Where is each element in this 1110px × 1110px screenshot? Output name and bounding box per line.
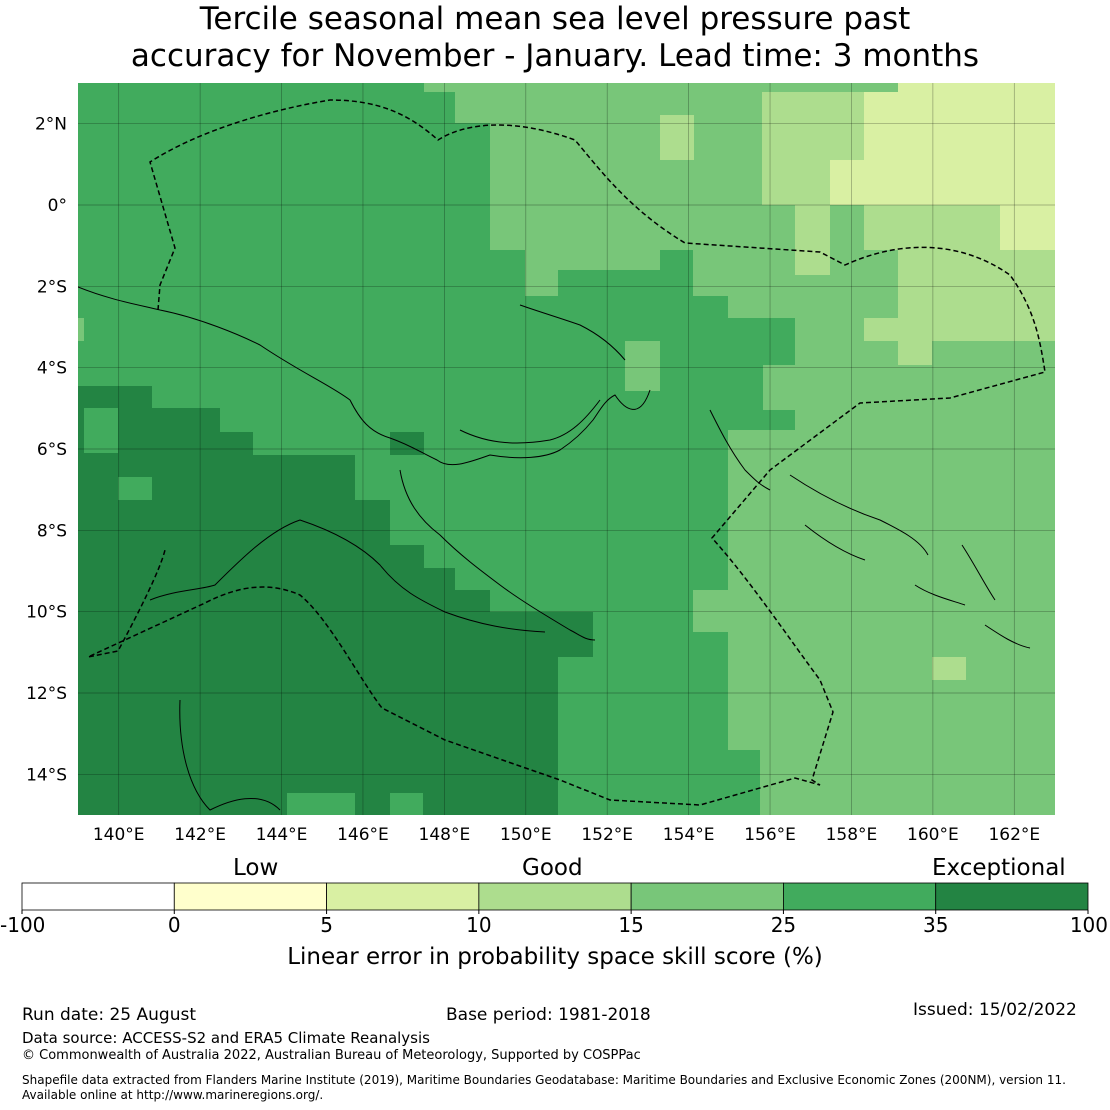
lon-tick-label: 150°E [500,825,552,845]
colorbar-segment [173,882,327,911]
colorbar-tick-label: 35 [923,913,948,937]
colorbar-tick-label: 25 [771,913,796,937]
shapefile-credit-1: Shapefile data extracted from Flanders M… [22,1073,1066,1087]
skill-zone-35-100 [78,386,593,815]
coastlines [78,286,1031,811]
title-line-2: accuracy for November - January. Lead ti… [130,38,980,74]
skill-zone-10-15-patch [932,657,966,680]
colorbar-segment [630,882,784,911]
png-coastline [78,286,651,466]
colorbar-tick-label: 100 [1070,913,1108,937]
lon-tick-label: 156°E [744,825,796,845]
longitude-ticks: 140°E 142°E 144°E 146°E 148°E 150°E 152°E 154°E… [93,825,1040,845]
lon-tick-label: 158°E [826,825,878,845]
skill-zone-5-10 [864,83,1055,250]
skill-zone-25-35-patch-d [390,793,423,815]
colorbar-tick-label: 10 [466,913,491,937]
base-period: Base period: 1981-2018 [446,1005,651,1025]
lon-tick-label: 146°E [337,825,389,845]
lon-tick-label: 160°E [907,825,959,845]
australia-coast [149,519,546,811]
latitude-ticks: 2°N 0° 2°S 4°S 6°S 8°S 10°S 12°S 14°S [26,115,67,786]
run-date: Run date: 25 August [22,1005,196,1025]
skill-zone-35-100-patch [390,432,424,455]
lon-tick-label: 142°E [174,825,226,845]
colorbar-segment [326,882,480,911]
shapefile-credit-2: Available online at http://www.marinereg… [22,1088,324,1102]
colorbar-category-exceptional: Exceptional [932,855,1066,881]
lat-tick-label: 2°N [35,115,67,135]
lat-tick-label: 0° [48,196,67,216]
lon-tick-label: 140°E [93,825,145,845]
lat-tick-label: 14°S [26,765,67,785]
skill-zone-25-35-patch-c [287,793,355,815]
solomons [789,474,1031,649]
colorbar-segment [478,882,632,911]
colorbar-category-low: Low [233,855,279,881]
eez-boundary [87,99,1046,806]
colorbar-segment [21,882,175,911]
new-britain [459,304,626,444]
lat-tick-label: 12°S [26,684,67,704]
data-source: Data source: ACCESS-S2 and ERA5 Climate … [22,1029,430,1047]
colorbar-tick-label: 5 [320,913,333,937]
lon-tick-label: 144°E [256,825,308,845]
skill-field [78,83,1055,815]
skill-zone-10-15-north [660,115,694,160]
colorbar-tick-label: 0 [168,913,181,937]
title-line-1: Tercile seasonal mean sea level pressure… [199,1,911,37]
lat-tick-label: 10°S [26,603,67,623]
png-south-coast [399,469,596,641]
skill-zone-25-35-patch-b [118,477,152,500]
copyright: © Commonwealth of Australia 2022, Austra… [22,1048,641,1063]
lat-tick-label: 2°S [37,277,67,297]
colorbar-label: Linear error in probability space skill … [287,944,823,970]
skill-zone-15-25 [424,83,1055,815]
lon-tick-label: 152°E [581,825,633,845]
lon-tick-label: 148°E [419,825,471,845]
colorbar-category-good: Good [522,855,583,881]
lon-tick-label: 162°E [988,825,1040,845]
lat-tick-label: 8°S [37,521,67,541]
colorbar-segment [935,882,1089,911]
colorbar-ticks: -100 0 5 10 15 25 35 100 [0,910,1108,937]
colorbar-tick-label: 15 [618,913,643,937]
skill-zone-5-10-mid [830,160,900,205]
colorbar-segment [783,882,937,911]
issued-date: Issued: 15/02/2022 [913,1000,1077,1020]
lon-tick-label: 154°E [663,825,715,845]
graticule [78,83,1055,815]
lat-tick-label: 4°S [37,359,67,379]
skill-zone-15-25-patch [625,341,660,391]
colorbar [21,882,1089,911]
colorbar-tick-label: -100 [0,913,45,937]
bougainville [709,409,771,491]
skill-zone-25-35-patch-a [84,408,118,453]
skill-zone-15-25-west [78,318,84,341]
lat-tick-label: 6°S [37,440,67,460]
